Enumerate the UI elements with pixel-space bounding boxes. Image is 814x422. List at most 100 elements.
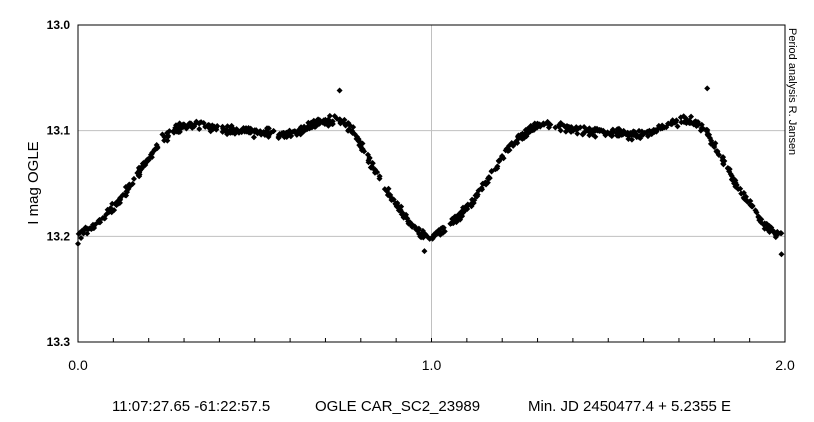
data-point [397,207,404,214]
data-point [280,130,287,137]
data-point [288,132,295,139]
data-point [708,137,715,144]
x-tick-label: 1.0 [422,357,442,373]
y-tick-labels: 13.0 13.1 13.2 13.3 [47,18,71,349]
data-point [594,127,601,134]
data-point [231,129,238,136]
data-point [314,121,321,128]
data-point [337,118,344,125]
data-point [250,134,257,141]
data-point [778,251,785,258]
data-point [417,233,424,240]
data-point [737,185,744,192]
data-point [135,164,142,171]
data-point [129,180,136,187]
data-point [290,128,297,135]
data-point [421,248,428,255]
data-point [760,221,767,228]
data-point [568,126,575,133]
data-point [764,221,771,228]
data-point [673,117,680,124]
data-point [75,230,82,237]
data-point [130,175,137,182]
data-point [173,122,180,129]
data-point [719,157,726,164]
data-point [107,205,114,212]
data-point [345,126,352,133]
data-point [400,214,407,221]
y-tick-label: 13.2 [47,229,71,243]
data-point [305,123,312,130]
data-point [164,133,171,140]
y-tick-label: 13.1 [47,124,71,138]
data-point [475,187,482,194]
data-point [586,128,593,135]
plot-area-border [77,24,786,343]
data-point [614,132,621,139]
data-point [575,125,582,132]
data-point [376,175,383,182]
data-point [668,121,675,128]
data-point [413,226,420,233]
data-point [357,141,364,148]
data-point [747,201,754,208]
data-point [514,139,521,146]
footer-ephemeris: Min. JD 2450477.4 + 5.2355 E [528,398,732,415]
data-point [767,227,774,234]
period-analysis-note: Period analysis R. Jansen [786,28,798,155]
data-point [393,200,400,207]
data-point [310,117,317,124]
x-tick-label: 0.0 [68,357,88,373]
data-point [257,128,264,135]
data-point [485,175,492,182]
data-point [90,224,97,231]
data-point [166,128,173,135]
data-point [697,127,704,134]
data-point [270,128,277,135]
data-point [122,184,129,191]
data-point [437,231,444,238]
data-point [620,127,627,134]
data-point [654,126,661,133]
data-point [530,125,537,132]
data-point [196,125,203,132]
data-point [180,121,187,128]
data-point [447,220,454,227]
data-point [724,165,731,172]
data-point [669,117,676,124]
data-point [297,125,304,132]
data-point [720,161,727,168]
data-point [692,118,699,125]
data-point [758,216,765,223]
data-point [295,127,302,134]
data-point [154,144,161,151]
data-point [506,142,513,149]
data-point [429,235,436,242]
data-point [136,173,143,180]
data-point [343,121,350,128]
data-point [96,216,103,223]
data-point [728,172,735,179]
y-tick-label: 13.0 [47,18,71,32]
data-point [496,158,503,165]
data-point [103,211,110,218]
data-point [235,129,242,136]
data-point [556,121,563,128]
data-point [471,197,478,204]
data-point [482,179,489,186]
data-point [651,127,658,134]
data-point [117,194,124,201]
data-point [246,126,253,133]
data-point [353,135,360,142]
data-point [772,231,779,238]
data-point [502,147,509,154]
data-point [628,131,635,138]
data-point [731,180,738,187]
data-point [350,124,357,131]
data-point [641,129,648,136]
data-point [326,112,333,119]
data-point [680,113,687,120]
data-point [140,161,147,168]
data-point [264,130,271,137]
data-point [463,202,470,209]
